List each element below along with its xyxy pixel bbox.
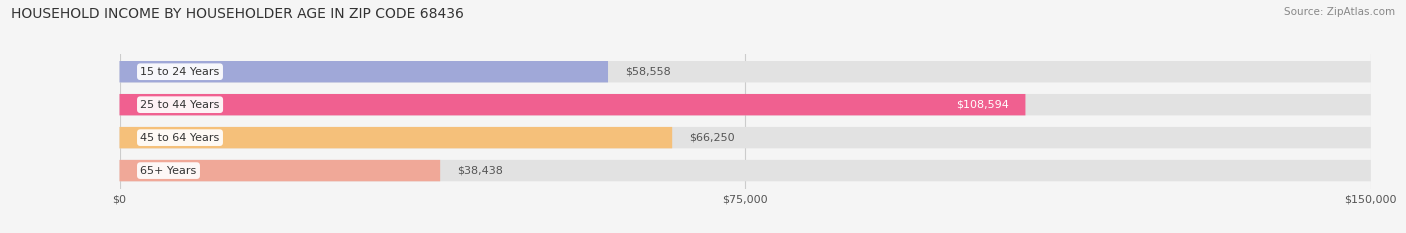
Text: HOUSEHOLD INCOME BY HOUSEHOLDER AGE IN ZIP CODE 68436: HOUSEHOLD INCOME BY HOUSEHOLDER AGE IN Z… bbox=[11, 7, 464, 21]
Text: 15 to 24 Years: 15 to 24 Years bbox=[141, 67, 219, 77]
FancyBboxPatch shape bbox=[120, 127, 1371, 148]
FancyBboxPatch shape bbox=[120, 160, 1371, 181]
FancyBboxPatch shape bbox=[120, 94, 1371, 115]
Text: 25 to 44 Years: 25 to 44 Years bbox=[141, 100, 219, 110]
FancyBboxPatch shape bbox=[120, 160, 440, 181]
Text: 65+ Years: 65+ Years bbox=[141, 166, 197, 176]
Text: $108,594: $108,594 bbox=[956, 100, 1008, 110]
Text: $58,558: $58,558 bbox=[624, 67, 671, 77]
FancyBboxPatch shape bbox=[120, 94, 1025, 115]
FancyBboxPatch shape bbox=[120, 61, 1371, 82]
Text: $66,250: $66,250 bbox=[689, 133, 734, 143]
FancyBboxPatch shape bbox=[120, 127, 672, 148]
Text: Source: ZipAtlas.com: Source: ZipAtlas.com bbox=[1284, 7, 1395, 17]
FancyBboxPatch shape bbox=[120, 61, 607, 82]
Text: 45 to 64 Years: 45 to 64 Years bbox=[141, 133, 219, 143]
Text: $38,438: $38,438 bbox=[457, 166, 503, 176]
